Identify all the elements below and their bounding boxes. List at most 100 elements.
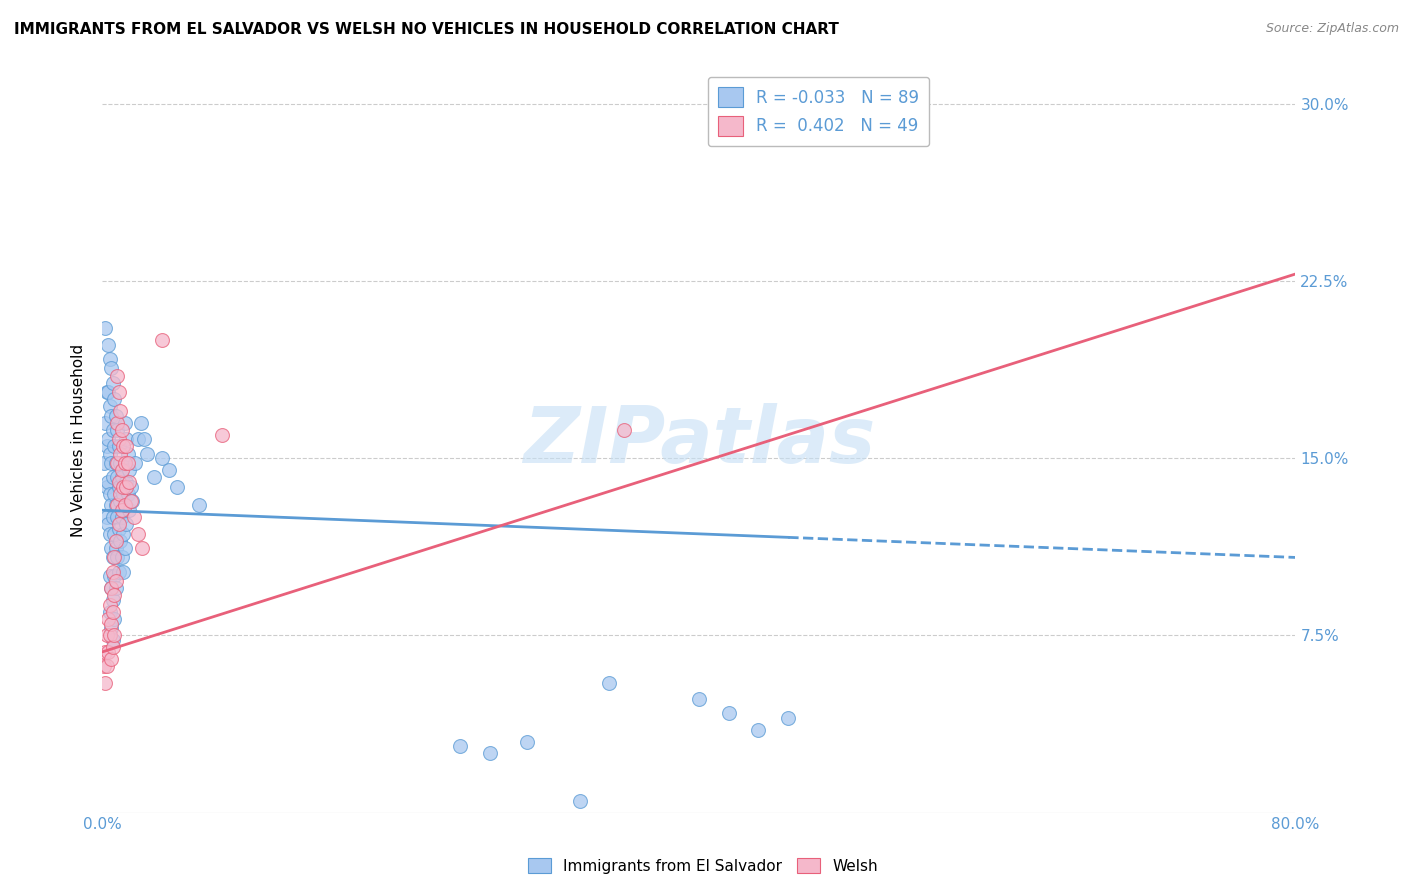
Point xyxy=(121,493,143,508)
Point xyxy=(101,640,124,655)
Point xyxy=(100,541,122,555)
Point xyxy=(97,645,120,659)
Point xyxy=(516,734,538,748)
Point xyxy=(110,470,132,484)
Point xyxy=(96,659,118,673)
Point xyxy=(104,541,127,555)
Point xyxy=(107,475,129,489)
Point xyxy=(93,659,115,673)
Point xyxy=(100,616,122,631)
Point xyxy=(98,352,121,367)
Point xyxy=(94,321,117,335)
Point xyxy=(101,565,124,579)
Point xyxy=(96,510,118,524)
Point xyxy=(117,456,139,470)
Point xyxy=(150,333,173,347)
Point xyxy=(114,499,136,513)
Point xyxy=(108,486,131,500)
Point xyxy=(118,475,141,489)
Point xyxy=(103,439,125,453)
Point xyxy=(103,569,125,583)
Point xyxy=(115,517,138,532)
Point xyxy=(105,423,128,437)
Point xyxy=(124,456,146,470)
Point xyxy=(100,456,122,470)
Point xyxy=(100,499,122,513)
Point xyxy=(110,423,132,437)
Point xyxy=(97,612,120,626)
Point xyxy=(115,433,138,447)
Point xyxy=(449,739,471,754)
Point xyxy=(94,645,117,659)
Point xyxy=(114,456,136,470)
Point xyxy=(103,628,125,642)
Point xyxy=(101,510,124,524)
Point xyxy=(98,605,121,619)
Point xyxy=(96,628,118,642)
Point xyxy=(104,499,127,513)
Point xyxy=(101,423,124,437)
Point xyxy=(115,480,138,494)
Point xyxy=(108,446,131,460)
Point xyxy=(129,416,152,430)
Point xyxy=(112,439,135,453)
Point xyxy=(96,439,118,453)
Point xyxy=(107,565,129,579)
Point xyxy=(94,416,117,430)
Point xyxy=(93,456,115,470)
Point xyxy=(118,463,141,477)
Point xyxy=(613,423,636,437)
Point xyxy=(101,633,124,648)
Point xyxy=(112,526,135,541)
Point xyxy=(100,621,122,635)
Point xyxy=(96,385,118,400)
Point xyxy=(150,451,173,466)
Point xyxy=(112,486,135,500)
Point xyxy=(598,675,620,690)
Point xyxy=(115,439,138,453)
Point xyxy=(143,470,166,484)
Point xyxy=(108,404,131,418)
Point xyxy=(97,433,120,447)
Point xyxy=(122,510,145,524)
Point xyxy=(103,486,125,500)
Point xyxy=(108,493,131,508)
Legend: Immigrants from El Salvador, Welsh: Immigrants from El Salvador, Welsh xyxy=(522,852,884,880)
Point xyxy=(107,439,129,453)
Point xyxy=(101,605,124,619)
Point xyxy=(98,399,121,413)
Point xyxy=(103,392,125,407)
Point xyxy=(103,612,125,626)
Point xyxy=(100,361,122,376)
Point xyxy=(97,385,120,400)
Point xyxy=(115,475,138,489)
Text: Source: ZipAtlas.com: Source: ZipAtlas.com xyxy=(1265,22,1399,36)
Point xyxy=(114,541,136,555)
Point xyxy=(107,433,129,447)
Point xyxy=(107,517,129,532)
Point xyxy=(117,486,139,500)
Text: ZIPatlas: ZIPatlas xyxy=(523,402,875,478)
Point xyxy=(97,517,120,532)
Point xyxy=(97,475,120,489)
Point xyxy=(103,550,125,565)
Point xyxy=(94,675,117,690)
Point xyxy=(127,526,149,541)
Point xyxy=(118,503,141,517)
Point xyxy=(114,416,136,430)
Point xyxy=(211,427,233,442)
Point xyxy=(114,456,136,470)
Point xyxy=(107,522,129,536)
Legend: R = -0.033   N = 89, R =  0.402   N = 49: R = -0.033 N = 89, R = 0.402 N = 49 xyxy=(707,77,929,146)
Point xyxy=(100,581,122,595)
Y-axis label: No Vehicles in Household: No Vehicles in Household xyxy=(72,344,86,537)
Point xyxy=(104,456,127,470)
Point xyxy=(108,533,131,548)
Point xyxy=(104,574,127,588)
Text: IMMIGRANTS FROM EL SALVADOR VS WELSH NO VEHICLES IN HOUSEHOLD CORRELATION CHART: IMMIGRANTS FROM EL SALVADOR VS WELSH NO … xyxy=(14,22,839,37)
Point xyxy=(107,385,129,400)
Point xyxy=(98,598,121,612)
Point xyxy=(105,499,128,513)
Point xyxy=(157,463,180,477)
Point xyxy=(101,470,124,484)
